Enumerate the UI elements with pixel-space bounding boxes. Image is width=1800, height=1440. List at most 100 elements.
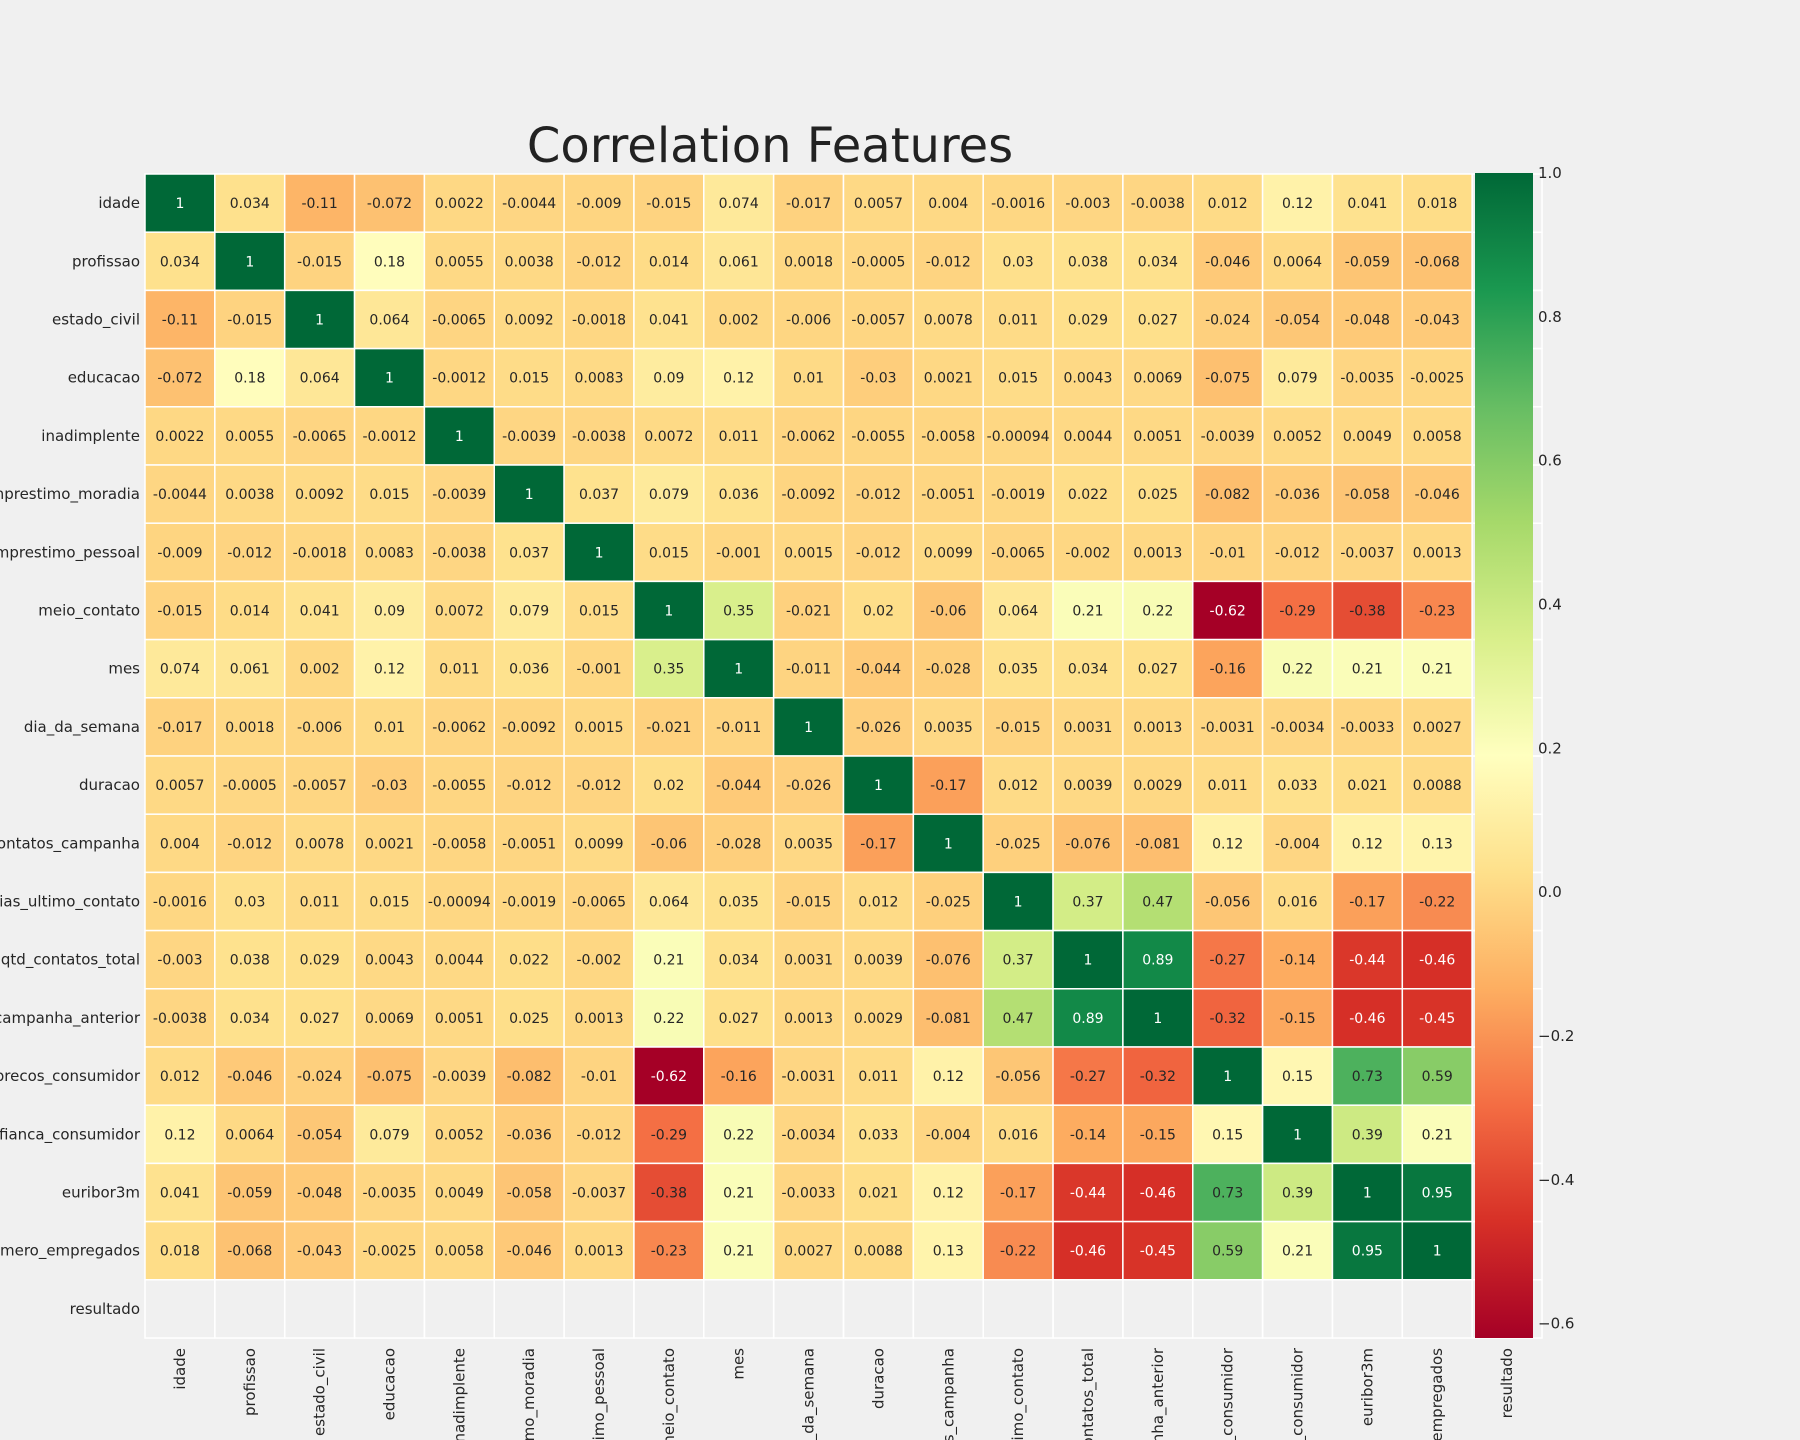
cell-value-label: 0.0058 <box>435 1244 484 1260</box>
cell-value-label: -0.14 <box>1279 953 1315 969</box>
cell-value-label: -0.011 <box>786 662 831 678</box>
cell-value-label: 0.041 <box>649 313 689 329</box>
cell-value-label: -0.025 <box>926 895 971 911</box>
cell-value-label: 0.064 <box>369 313 409 329</box>
cell-value-label: 0.004 <box>160 836 200 852</box>
heatmap-cell <box>772 1046 845 1106</box>
heatmap-cell <box>493 929 565 990</box>
heatmap-cell <box>1401 173 1473 233</box>
heatmap-cell <box>214 406 286 466</box>
cell-value-label: 0.21 <box>723 1244 754 1260</box>
cell-value-label: 0.73 <box>1212 1186 1243 1202</box>
cell-value-label: -0.012 <box>227 545 272 561</box>
row-tick-label: estado_civil <box>52 311 140 330</box>
heatmap-cell <box>982 871 1054 932</box>
cell-value-label: 0.13 <box>1422 836 1453 852</box>
cell-value-label: -0.14 <box>1070 1127 1106 1143</box>
cell-value-label: -0.32 <box>1140 1069 1176 1085</box>
cell-value-label: -0.0037 <box>572 1186 626 1202</box>
column-tick-label: _empregados <box>1428 1348 1447 1440</box>
cell-value-label: 0.038 <box>1068 254 1108 270</box>
heatmap-cell <box>283 464 356 524</box>
cell-value-label: 0.074 <box>719 196 759 212</box>
heatmap-cell <box>144 638 216 699</box>
row-tick-label: mprestimo_moradia <box>0 485 140 504</box>
cell-value-label: 0.02 <box>653 778 684 794</box>
colorbar-tick-label: 0.0 <box>1538 883 1562 901</box>
heatmap-cell <box>1331 289 1404 350</box>
cell-value-label: -0.46 <box>1140 1186 1176 1202</box>
cell-value-label: 0.22 <box>1282 662 1313 678</box>
cell-value-label: 0.0092 <box>295 487 344 503</box>
heatmap-cell <box>214 638 286 699</box>
cell-value-label: 0.064 <box>649 895 689 911</box>
heatmap-cell <box>772 522 845 583</box>
heatmap-cell <box>283 638 356 699</box>
cell-value-label: -0.0058 <box>921 429 975 445</box>
cell-value-label: 0.0049 <box>435 1186 484 1202</box>
cell-value-label: 0.0013 <box>1133 720 1182 736</box>
heatmap-cell <box>703 347 775 408</box>
heatmap-cell <box>353 347 426 408</box>
cell-value-label: 0.041 <box>1347 196 1387 212</box>
heatmap-cell <box>772 173 845 233</box>
heatmap-cells: 1 0.034 -0.11 -0.072 0.0022 -0.0044 -0.009 -0.0… <box>144 173 1543 1339</box>
cell-value-label: -0.23 <box>1419 604 1455 620</box>
heatmap-cell <box>493 697 565 757</box>
cell-value-label: 0.036 <box>509 662 549 678</box>
cell-value-label: 0.12 <box>1212 836 1243 852</box>
cell-value-label: -0.0005 <box>851 254 905 270</box>
cell-value-label: 0.59 <box>1212 1244 1243 1260</box>
cell-value-label: 0.0072 <box>644 429 693 445</box>
cell-value-label: 0.011 <box>858 1069 898 1085</box>
cell-value-label: -0.23 <box>651 1244 687 1260</box>
heatmap-cell <box>703 173 775 233</box>
colorbar-tick-label: −0.4 <box>1538 1171 1574 1189</box>
cell-value-label: -0.0062 <box>782 429 836 445</box>
heatmap-cell <box>912 464 984 524</box>
heatmap-cell <box>633 406 705 466</box>
cell-value-label: -0.17 <box>860 836 896 852</box>
row-tick-label: inadimplente <box>41 427 140 445</box>
cell-value-label: -0.0038 <box>1131 196 1185 212</box>
cell-value-label: -0.0044 <box>502 196 556 212</box>
heatmap-cell <box>423 347 495 408</box>
cell-value-label: 0.0015 <box>575 720 624 736</box>
heatmap-cell <box>912 929 984 990</box>
heatmap-cell <box>423 1046 495 1106</box>
cell-value-label: 1 <box>734 662 743 678</box>
cell-value-label: 0.034 <box>1068 662 1108 678</box>
heatmap-cell <box>1052 289 1124 350</box>
heatmap-cell <box>214 289 286 350</box>
cell-value-label: 0.034 <box>1138 254 1178 270</box>
cell-value-label: -0.046 <box>227 1069 272 1085</box>
cell-value-label: 0.0055 <box>225 429 274 445</box>
cell-value-label: 0.079 <box>509 604 549 620</box>
cell-value-label: -0.006 <box>786 313 831 329</box>
cell-value-label: -0.06 <box>930 604 966 620</box>
heatmap-cell <box>214 231 286 292</box>
cell-value-label: 0.012 <box>160 1069 200 1085</box>
cell-value-label: 0.036 <box>719 487 759 503</box>
cell-value-label: -0.009 <box>157 545 202 561</box>
cell-value-label: 1 <box>874 778 883 794</box>
heatmap-cell <box>633 173 705 233</box>
heatmap-cell <box>1052 406 1124 466</box>
cell-value-label: 0.0092 <box>505 313 554 329</box>
heatmap-cell <box>353 697 426 757</box>
heatmap-cell <box>633 1046 705 1106</box>
cell-value-label: 0.0039 <box>854 953 903 969</box>
cell-value-label: 0.0029 <box>1133 778 1182 794</box>
heatmap-cell-empty <box>1401 1279 1473 1339</box>
cell-value-label: -0.0034 <box>782 1127 836 1143</box>
heatmap-cell <box>423 289 495 350</box>
heatmap-cell-empty <box>1261 1279 1334 1339</box>
cell-value-label: -0.015 <box>996 720 1041 736</box>
heatmap-cell <box>842 988 915 1048</box>
cell-value-label: 0.034 <box>230 196 270 212</box>
cell-value-label: -0.0016 <box>991 196 1045 212</box>
heatmap-cell <box>1052 173 1124 233</box>
cell-value-label: -0.62 <box>1210 604 1246 620</box>
cell-value-label: -0.001 <box>716 545 761 561</box>
heatmap-cell <box>912 1046 984 1106</box>
